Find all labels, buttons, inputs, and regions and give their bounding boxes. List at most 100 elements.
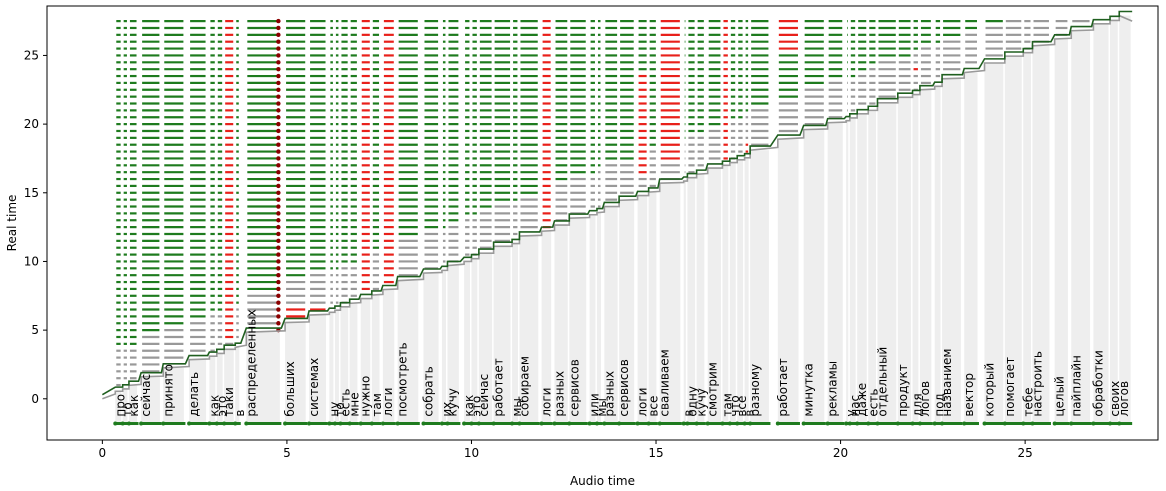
word-start-dot: [727, 421, 732, 426]
word-label: все: [735, 396, 749, 417]
word-label: тебе: [1021, 387, 1035, 416]
word-start-dot: [657, 421, 662, 426]
marker-dot: [276, 321, 281, 326]
word-start-dot: [327, 421, 332, 426]
word-band: [493, 246, 511, 424]
word-band: [371, 295, 380, 424]
word-start-dot: [214, 421, 219, 426]
marker-dot: [276, 238, 281, 244]
marker-dot: [276, 307, 281, 312]
word-band: [224, 349, 234, 424]
word-label: в: [743, 410, 757, 417]
marker-dot: [276, 149, 281, 154]
marker-dot: [276, 245, 281, 250]
marker-dot: [276, 231, 281, 237]
word-start-dot: [244, 421, 249, 426]
word-start-dot: [421, 421, 426, 426]
word-label: про: [113, 394, 127, 417]
word-band: [349, 303, 358, 424]
y-tick-label: 20: [24, 117, 39, 131]
word-label: разному: [748, 364, 762, 417]
word-band: [750, 150, 769, 424]
word-start-dot: [187, 421, 192, 426]
marker-dot: [276, 163, 281, 168]
word-band: [722, 165, 729, 424]
word-band: [441, 270, 446, 424]
word-label: таки: [222, 387, 236, 416]
y-tick-label: 0: [31, 392, 39, 406]
word-start-dot: [510, 421, 515, 426]
marker-dot: [276, 18, 281, 24]
marker-dot: [276, 279, 281, 285]
word-start-dot: [1069, 421, 1074, 426]
y-axis-title: Real time: [5, 195, 19, 252]
step-lines: [101, 10, 1133, 400]
word-band: [464, 261, 470, 424]
hypothesis-rows: [116, 18, 1090, 387]
word-start-dot: [932, 421, 937, 426]
word-label: логов: [918, 381, 932, 417]
word-band: [846, 120, 849, 424]
word-start-dot: [855, 421, 860, 426]
marker-dot: [276, 252, 281, 257]
word-band: [329, 312, 334, 424]
x-tick-label: 15: [648, 446, 663, 460]
word-start-dot: [439, 421, 444, 426]
word-label: сервисов: [617, 359, 631, 416]
word-label: кучу: [695, 388, 709, 417]
marker-dot: [276, 101, 281, 106]
word-label: помогает: [1003, 357, 1017, 417]
word-start-dot: [126, 421, 131, 426]
word-start-dot: [567, 421, 572, 426]
word-band: [777, 139, 799, 424]
word-band: [235, 347, 240, 424]
word-band: [423, 273, 439, 424]
word-start-dot: [847, 421, 852, 426]
word-label: минутка: [802, 363, 816, 416]
word-start-dot: [685, 421, 690, 426]
word-label: делать: [187, 372, 201, 417]
word-start-dot: [222, 421, 227, 426]
word-label: есть: [338, 389, 352, 417]
word-label: как: [462, 395, 476, 417]
word-band: [729, 162, 736, 424]
word-start-dot: [332, 421, 337, 426]
word-label: все: [647, 396, 661, 417]
word-start-dot: [207, 421, 212, 426]
word-band: [1054, 38, 1068, 424]
word-start-dot: [962, 421, 967, 426]
word-start-dot: [120, 421, 125, 426]
word-start-dot: [635, 421, 640, 426]
marker-dot: [276, 156, 281, 161]
word-label: системах: [307, 358, 321, 417]
word-band: [744, 157, 749, 424]
word-label: сваливаем: [658, 349, 672, 416]
word-band: [340, 306, 349, 424]
word-band: [122, 388, 128, 424]
word-band: [334, 310, 339, 424]
word-label: или: [588, 393, 602, 416]
word-label: целый: [1053, 376, 1067, 417]
word-start-dot: [617, 421, 622, 426]
word-label: для: [911, 393, 925, 416]
word-label: это: [215, 396, 229, 417]
word-start-dot: [283, 421, 288, 426]
word-band: [397, 280, 419, 424]
word-band: [519, 236, 539, 424]
marker-dot: [276, 314, 281, 319]
word-start-dot: [844, 421, 849, 426]
word-label: настроить: [1031, 351, 1045, 417]
word-start-dot: [395, 421, 400, 426]
word-band: [827, 122, 843, 424]
word-label: есть: [866, 389, 880, 417]
word-band: [604, 206, 618, 424]
word-label: ну: [327, 402, 341, 417]
word-band: [285, 322, 306, 424]
word-band: [857, 113, 867, 424]
word-start-dot: [552, 421, 557, 426]
word-start-dot: [469, 421, 474, 426]
word-label: нужно: [359, 376, 373, 417]
x-tick-label: 0: [99, 446, 107, 460]
word-band: [803, 129, 825, 424]
word-start-dot: [1091, 421, 1096, 426]
